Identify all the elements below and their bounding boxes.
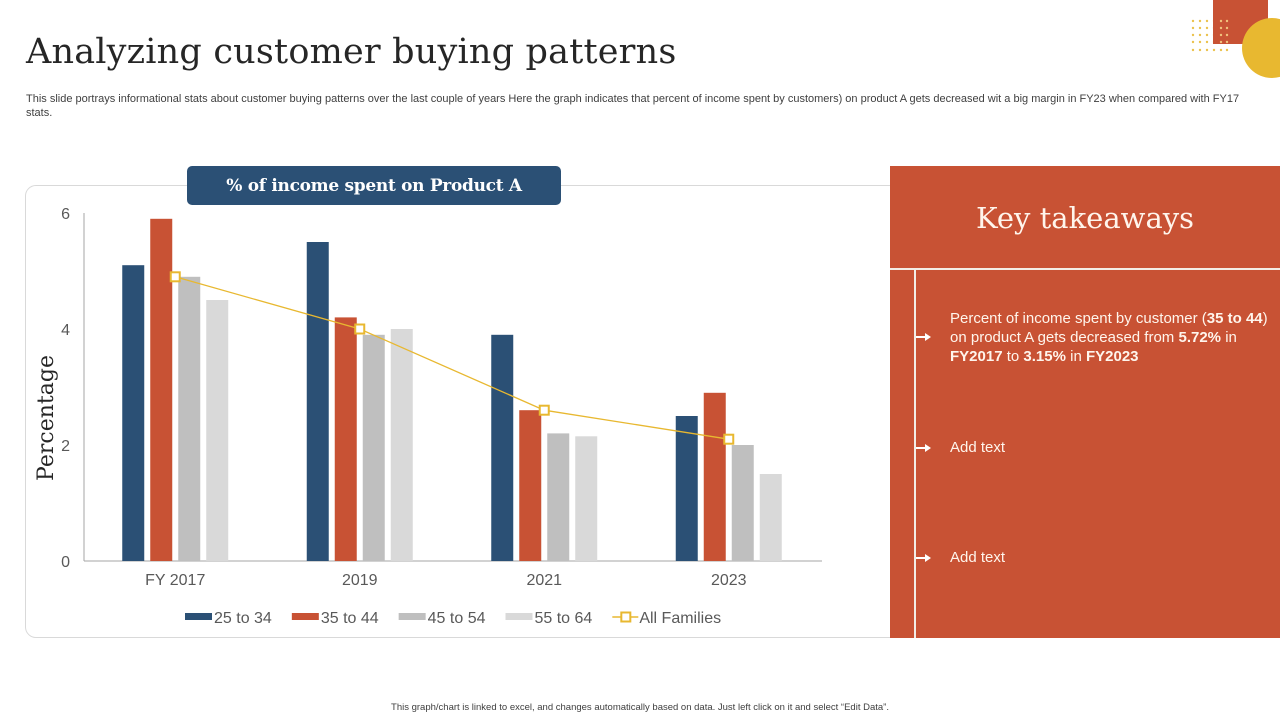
page-subtitle: This slide portrays informational stats … [26,93,1240,119]
arrow-right-icon [916,444,931,452]
panel-title: Key takeaways [976,200,1194,235]
x-tick-label: 2019 [342,572,378,589]
chart-title-badge: % of income spent on Product A [187,166,561,205]
bar-45-to-54 [362,334,385,561]
takeaway-text: Percent of income spent by customer ( [950,310,1207,327]
takeaway-text: Add text [950,439,1006,456]
bar-55-to-64 [206,300,229,561]
bar-35-to-44 [150,218,173,562]
takeaway-text: FY2023 [1085,348,1139,365]
takeaway-text: 35 to 44 [1206,310,1263,327]
legend-swatch [185,613,212,620]
takeaway-text: FY2017 [950,348,1003,365]
bar-25-to-34 [675,416,698,561]
y-axis-label: Percentage [34,355,59,481]
bar-35-to-44 [519,410,542,561]
x-tick-label: 2023 [711,572,747,589]
x-tick-label: FY 2017 [145,572,205,589]
takeaway-text: 5.72% [1178,329,1222,346]
x-tick-label: 2021 [526,572,562,589]
takeaway-text: to [1002,348,1024,365]
legend-label: 45 to 54 [428,610,486,627]
takeaway-text: 3.15% [1023,348,1066,365]
bar-25-to-34 [491,334,514,561]
line-marker [354,323,366,335]
takeaway-item-1: Percent of income spent by customer (35 … [950,309,1270,366]
y-tick-label: 6 [61,206,70,223]
takeaway-item-2[interactable]: Add text [950,438,1270,457]
bar-45-to-54 [547,433,570,561]
bar-25-to-34 [306,242,329,561]
bar-45-to-54 [731,445,754,561]
line-marker [723,433,735,445]
takeaway-text: Add text [950,549,1006,566]
bar-25-to-34 [122,265,145,561]
legend-swatch [505,613,533,620]
dot-grid-icon [1191,19,1229,52]
y-tick-label: 0 [61,554,70,571]
bar-55-to-64 [390,329,413,561]
line-all-families [175,276,729,440]
legend-marker [620,611,632,623]
orange-square-shape [1213,0,1268,44]
legend-label: 25 to 34 [214,610,272,627]
legend-label: All Families [639,610,721,627]
panel-divider [890,268,1280,270]
legend-swatch [291,613,319,620]
takeaway-item-3[interactable]: Add text [950,548,1270,567]
panel-timeline-line [914,268,916,638]
legend-label: 35 to 44 [321,610,379,627]
line-marker [169,271,181,283]
bar-chart[interactable]: 0 2 4 6 Percentage FY 2017 2019 2021 2023 25 to 3… [0,0,900,650]
arrow-right-icon [916,554,931,562]
takeaway-text: ) on product A gets decreased from [950,310,1268,346]
takeaway-text: in [1221,329,1237,346]
bar-35-to-44 [703,392,726,561]
gold-circle-shape [1242,18,1280,78]
bar-55-to-64 [759,474,782,561]
bar-55-to-64 [575,436,598,561]
key-takeaways-panel: Key takeaways Percent of income spent by… [890,166,1280,638]
arrow-right-icon [916,333,931,341]
legend-swatch [398,613,426,620]
takeaway-text: in [1065,348,1086,365]
y-tick-label: 4 [61,322,70,339]
footer-note: This graph/chart is linked to excel, and… [391,702,889,713]
y-tick-label: 2 [61,438,70,455]
bar-35-to-44 [334,317,357,561]
bar-45-to-54 [178,276,201,561]
line-marker [538,404,550,416]
page-title: Analyzing customer buying patterns [26,32,677,72]
legend-label: 55 to 64 [534,610,592,627]
